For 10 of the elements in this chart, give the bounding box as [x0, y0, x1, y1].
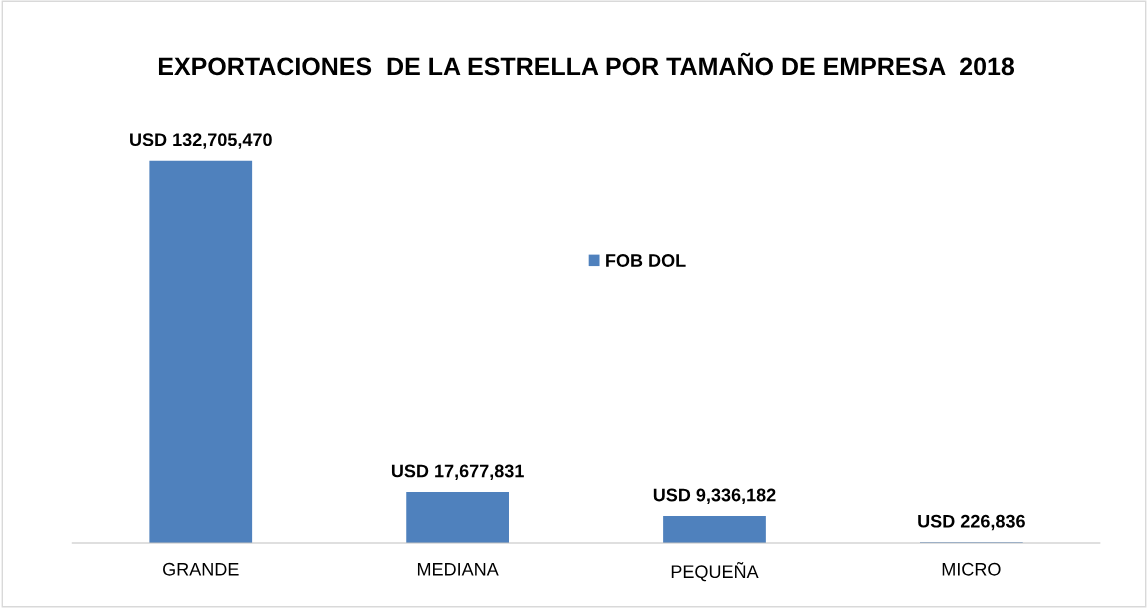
legend-label: FOB DOL — [606, 254, 686, 267]
x-tick-label: MICRO — [942, 562, 1001, 576]
data-label: USD 9,336,182 — [653, 488, 776, 504]
data-label: USD 132,705,470 — [130, 133, 272, 149]
chart-title: EXPORTACIONES DE LA ESTRELLA POR TAMAÑO DE EMPRESA 2018 — [158, 52, 1015, 76]
x-tick-label: GRANDE — [163, 562, 239, 576]
x-tick-label: MEDIANA — [417, 563, 499, 576]
x-tick-label: PEQUEÑA — [671, 562, 759, 582]
data-label: USD 226,836 — [918, 514, 1025, 531]
data-label: USD 17,677,831 — [391, 464, 524, 480]
